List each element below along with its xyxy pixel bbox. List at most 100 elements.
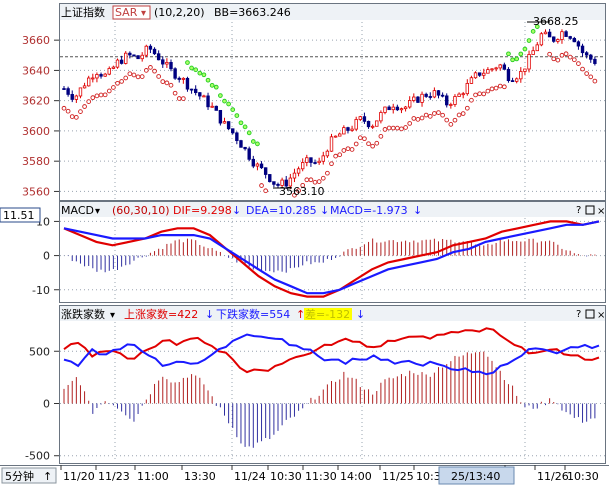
candle-body [78, 87, 83, 97]
candle-body [486, 69, 490, 74]
sar-dot [320, 175, 326, 181]
x-tick-label: 11/24 [234, 470, 266, 483]
sar-dot [390, 125, 396, 131]
candle-body [136, 55, 140, 60]
sar-dot [497, 83, 503, 89]
candle-body [321, 155, 325, 162]
candle-body [370, 125, 375, 128]
macd-name: MACD [61, 204, 94, 217]
candle-body [547, 31, 552, 38]
panel-headers [60, 4, 605, 321]
close-icon[interactable]: × [597, 206, 605, 217]
arrow-down-icon: ↓ [232, 204, 241, 217]
candle-body [362, 116, 367, 122]
sar-dot [242, 124, 248, 130]
panel-frames [59, 3, 606, 464]
sar-dot [534, 24, 540, 29]
index-name: 上证指数 [61, 5, 105, 19]
crosshair-value-box [0, 207, 41, 223]
cursor-time-box [438, 466, 515, 485]
restore-icon[interactable] [585, 309, 595, 319]
sar-dot [205, 77, 211, 83]
x-tick-label: 11/26 [537, 470, 569, 483]
period-selector[interactable] [1, 467, 57, 484]
y-tick-label: 3620 [22, 95, 50, 108]
sar-dot [213, 84, 219, 90]
sar-dot [394, 125, 400, 131]
candle-body [181, 77, 186, 80]
arrow-down-icon: ↓ [413, 204, 422, 217]
candle-body [91, 77, 95, 80]
candle-body [309, 157, 313, 163]
candle-body [128, 52, 132, 56]
sar-dot [592, 78, 598, 84]
candle-body [235, 132, 239, 142]
dea-value: DEA=10.285 [246, 204, 317, 217]
chevron-down-icon[interactable]: ▾ [110, 310, 115, 321]
sar-dot [164, 80, 170, 86]
sar-dot [98, 92, 104, 98]
candle-body [399, 108, 404, 111]
sar-dot [345, 146, 351, 152]
candle-body [589, 54, 593, 60]
candle-body [144, 45, 149, 56]
candle-body [580, 45, 585, 54]
sar-dot [530, 29, 536, 34]
sar-dot [547, 51, 552, 57]
indicator-dropdown[interactable] [112, 5, 151, 20]
candle-body [473, 72, 478, 79]
sar-dot [362, 136, 367, 142]
sar-dot [477, 91, 483, 97]
candle-body [342, 127, 346, 135]
candle-body [482, 72, 486, 76]
y-tick-label: 3660 [22, 34, 50, 47]
candle-body [556, 39, 560, 42]
y-tick-label: 0 [43, 250, 50, 263]
candle-body [510, 80, 515, 83]
sar-dot [197, 70, 203, 76]
candle-body [572, 37, 577, 43]
sar-dot [584, 71, 590, 76]
help-icon[interactable]: ? [576, 205, 581, 216]
candle-body [395, 106, 400, 111]
candlestick-series [62, 28, 597, 190]
macd-lines [63, 220, 600, 298]
candle-body [95, 74, 99, 79]
candle-body [420, 93, 424, 103]
candle-body [403, 106, 408, 110]
sar-dot [259, 183, 264, 188]
candle-body [346, 127, 350, 131]
candle-body [107, 68, 111, 75]
cursor-time: 25/13:40 [451, 470, 500, 483]
sar-dot [432, 111, 437, 116]
candle-body [284, 179, 288, 187]
sar-dot [73, 115, 79, 120]
chevron-down-icon[interactable]: ▾ [95, 206, 100, 217]
candle-body [161, 59, 165, 65]
sar-dot [501, 84, 507, 90]
x-tick-label: 14:00 [340, 470, 372, 483]
sar-dot [427, 114, 433, 119]
sar-dot [341, 148, 347, 153]
sar-dot [127, 71, 133, 77]
candle-body [119, 59, 124, 64]
candle-body [366, 120, 371, 128]
y-tick-label: -10 [32, 284, 50, 297]
sar-dot [329, 161, 334, 167]
sar-dot [370, 143, 376, 149]
macd-window-buttons[interactable]: ? × [576, 205, 605, 217]
candle-body [325, 150, 330, 157]
sar-dot [563, 51, 569, 57]
macd-params: (60,30,10) [112, 204, 170, 217]
breadth-window-buttons[interactable]: ? × [576, 309, 605, 321]
sar-dot [123, 75, 129, 81]
help-icon[interactable]: ? [576, 309, 581, 320]
candle-body [428, 96, 432, 98]
sar-dot [61, 105, 67, 111]
restore-icon[interactable] [585, 205, 595, 215]
close-icon[interactable]: × [597, 310, 605, 321]
sar-dot [296, 188, 301, 193]
x-tick-label: 11:00 [137, 470, 169, 483]
candle-body [82, 85, 87, 89]
